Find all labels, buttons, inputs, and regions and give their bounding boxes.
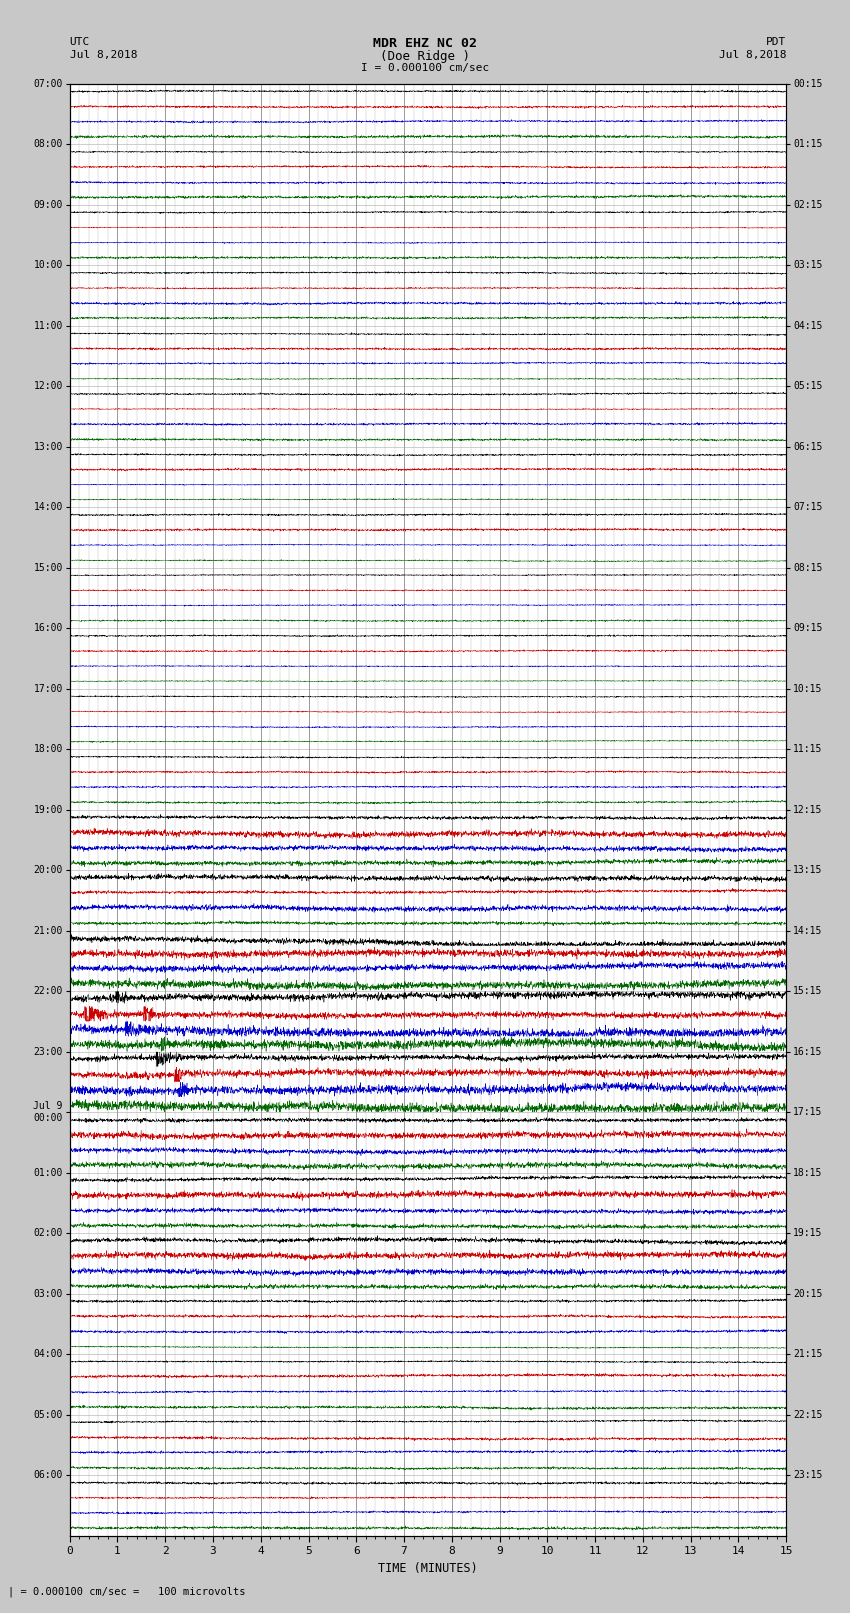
Text: PDT: PDT (766, 37, 786, 47)
Text: UTC: UTC (70, 37, 90, 47)
Text: Jul 8,2018: Jul 8,2018 (719, 50, 786, 60)
Text: MDR EHZ NC 02: MDR EHZ NC 02 (373, 37, 477, 50)
Text: Jul 8,2018: Jul 8,2018 (70, 50, 137, 60)
Text: | = 0.000100 cm/sec =   100 microvolts: | = 0.000100 cm/sec = 100 microvolts (8, 1586, 246, 1597)
X-axis label: TIME (MINUTES): TIME (MINUTES) (378, 1561, 478, 1574)
Text: (Doe Ridge ): (Doe Ridge ) (380, 50, 470, 63)
Text: I = 0.000100 cm/sec: I = 0.000100 cm/sec (361, 63, 489, 73)
